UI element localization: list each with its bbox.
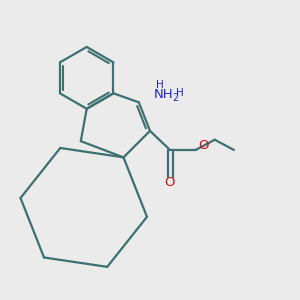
Text: O: O xyxy=(164,176,174,190)
Text: O: O xyxy=(199,139,209,152)
Text: H: H xyxy=(176,88,184,98)
Text: H: H xyxy=(155,80,163,90)
Text: 2: 2 xyxy=(172,94,178,103)
Text: NH: NH xyxy=(154,88,174,100)
